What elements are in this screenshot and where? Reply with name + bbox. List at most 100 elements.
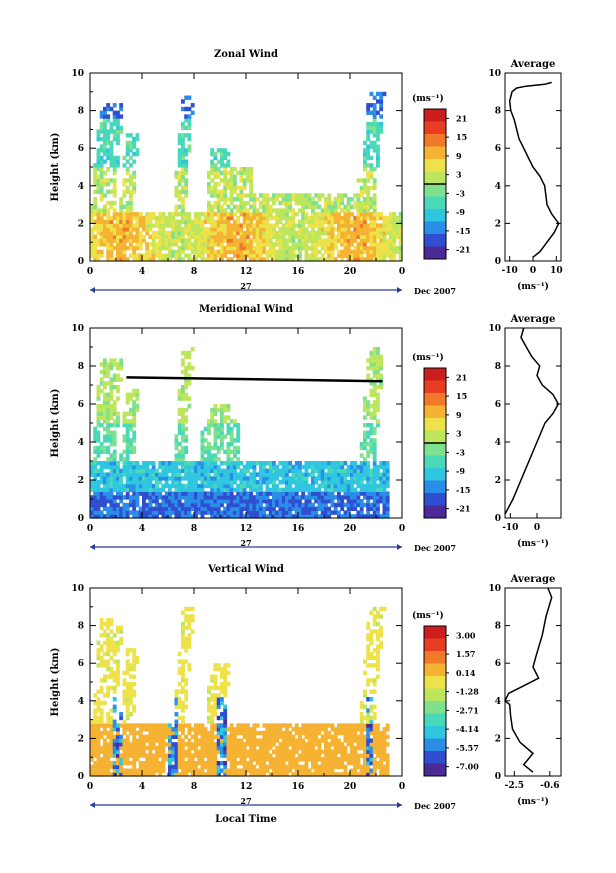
heatmap-cell [109, 487, 114, 492]
heatmap-cell [216, 491, 221, 496]
heatmap-cell [350, 483, 354, 489]
heatmap-cell [125, 495, 130, 500]
heatmap-cell [327, 745, 332, 751]
heatmap-cell [116, 723, 120, 728]
heatmap-cell [119, 212, 124, 217]
heatmap-cell [372, 381, 377, 386]
heatmap-cell [99, 468, 104, 473]
heatmap-cell [103, 373, 107, 378]
heatmap-cell [129, 487, 133, 492]
heatmap-cell [262, 772, 267, 777]
heatmap-cell [340, 730, 345, 736]
heatmap-cell [119, 453, 124, 458]
heatmap-cell [337, 223, 341, 228]
heatmap-cell [268, 223, 273, 228]
heatmap-cell [155, 506, 159, 511]
heatmap-cell [200, 760, 205, 766]
heatmap-cell [327, 734, 332, 739]
heatmap-cell [320, 483, 325, 489]
heatmap-cell [155, 480, 159, 485]
heatmap-cell [343, 480, 348, 485]
heatmap-cell [307, 223, 312, 228]
heatmap-cell [262, 730, 267, 736]
heatmap-cell [93, 212, 98, 217]
heatmap-cell [229, 723, 234, 728]
heatmap-cell [233, 472, 237, 477]
heatmap-cell [158, 476, 163, 481]
heatmap-cell [301, 487, 306, 492]
heatmap-cell [233, 182, 237, 187]
heatmap-cell [324, 242, 328, 247]
heatmap-cell [366, 151, 371, 157]
heatmap-cell [190, 464, 195, 470]
heatmap-cell [223, 197, 228, 202]
heatmap-cell [190, 249, 195, 255]
heatmap-cell [187, 238, 192, 243]
heatmap-cell [135, 745, 140, 751]
heatmap-cell [223, 689, 228, 694]
heatmap-cell [223, 666, 228, 672]
average-title: Average [510, 59, 556, 70]
heatmap-cell [369, 230, 374, 236]
heatmap-cell [158, 510, 163, 515]
heatmap-cell [93, 708, 98, 713]
heatmap-cell [220, 423, 224, 428]
heatmap-cell [353, 499, 358, 504]
heatmap-cell [255, 223, 260, 228]
heatmap-cell [236, 253, 241, 258]
heatmap-cell [307, 230, 312, 236]
heatmap-cell [294, 483, 299, 489]
heatmap-cell [96, 419, 101, 424]
heatmap-cell [190, 506, 195, 511]
colorbar-swatch [424, 246, 446, 260]
heatmap-cell [324, 506, 328, 511]
heatmap-cell [200, 430, 205, 435]
heatmap-cell [177, 727, 182, 732]
heatmap-cell [385, 464, 390, 470]
heatmap-cell [249, 178, 254, 183]
heatmap-cell [304, 468, 309, 473]
heatmap-cell [112, 245, 117, 251]
heatmap-cell [376, 159, 380, 164]
heatmap-cell [112, 689, 117, 694]
heatmap-cell [112, 385, 117, 390]
heatmap-cell [337, 738, 341, 743]
heatmap-cell [288, 215, 293, 221]
heatmap-cell [291, 753, 296, 758]
heatmap-cell [366, 212, 371, 217]
heatmap-cell [99, 114, 104, 119]
heatmap-cell [311, 745, 315, 751]
heatmap-cell [99, 215, 104, 221]
heatmap-cell [236, 464, 241, 470]
heatmap-cell [246, 178, 250, 183]
heatmap-cell [194, 510, 198, 515]
heatmap-cell [272, 245, 276, 251]
heatmap-cell [359, 510, 364, 515]
heatmap-cell [376, 373, 380, 378]
heatmap-cell [181, 621, 185, 627]
heatmap-cell [382, 223, 387, 228]
heatmap-cell [294, 757, 299, 762]
heatmap-cell [125, 476, 130, 481]
heatmap-cell [106, 685, 111, 691]
heatmap-cell [259, 476, 263, 481]
heatmap-cell [119, 377, 124, 382]
heatmap-cell [190, 461, 195, 466]
heatmap-cell [99, 445, 104, 451]
heatmap-cell [324, 514, 328, 519]
heatmap-cell [314, 223, 319, 228]
heatmap-cell [177, 230, 182, 236]
heatmap-cell [187, 633, 192, 638]
heatmap-cell [194, 772, 198, 777]
heatmap-cell [125, 400, 130, 405]
heatmap-cell [129, 193, 133, 198]
heatmap-cell [359, 491, 364, 496]
heatmap-cell [376, 499, 380, 504]
heatmap-cell [372, 238, 377, 243]
heatmap-cell [246, 230, 250, 236]
heatmap-cell [187, 377, 192, 382]
heatmap-cell [376, 400, 380, 405]
heatmap-cell [158, 734, 163, 739]
heatmap-cell [314, 487, 319, 492]
